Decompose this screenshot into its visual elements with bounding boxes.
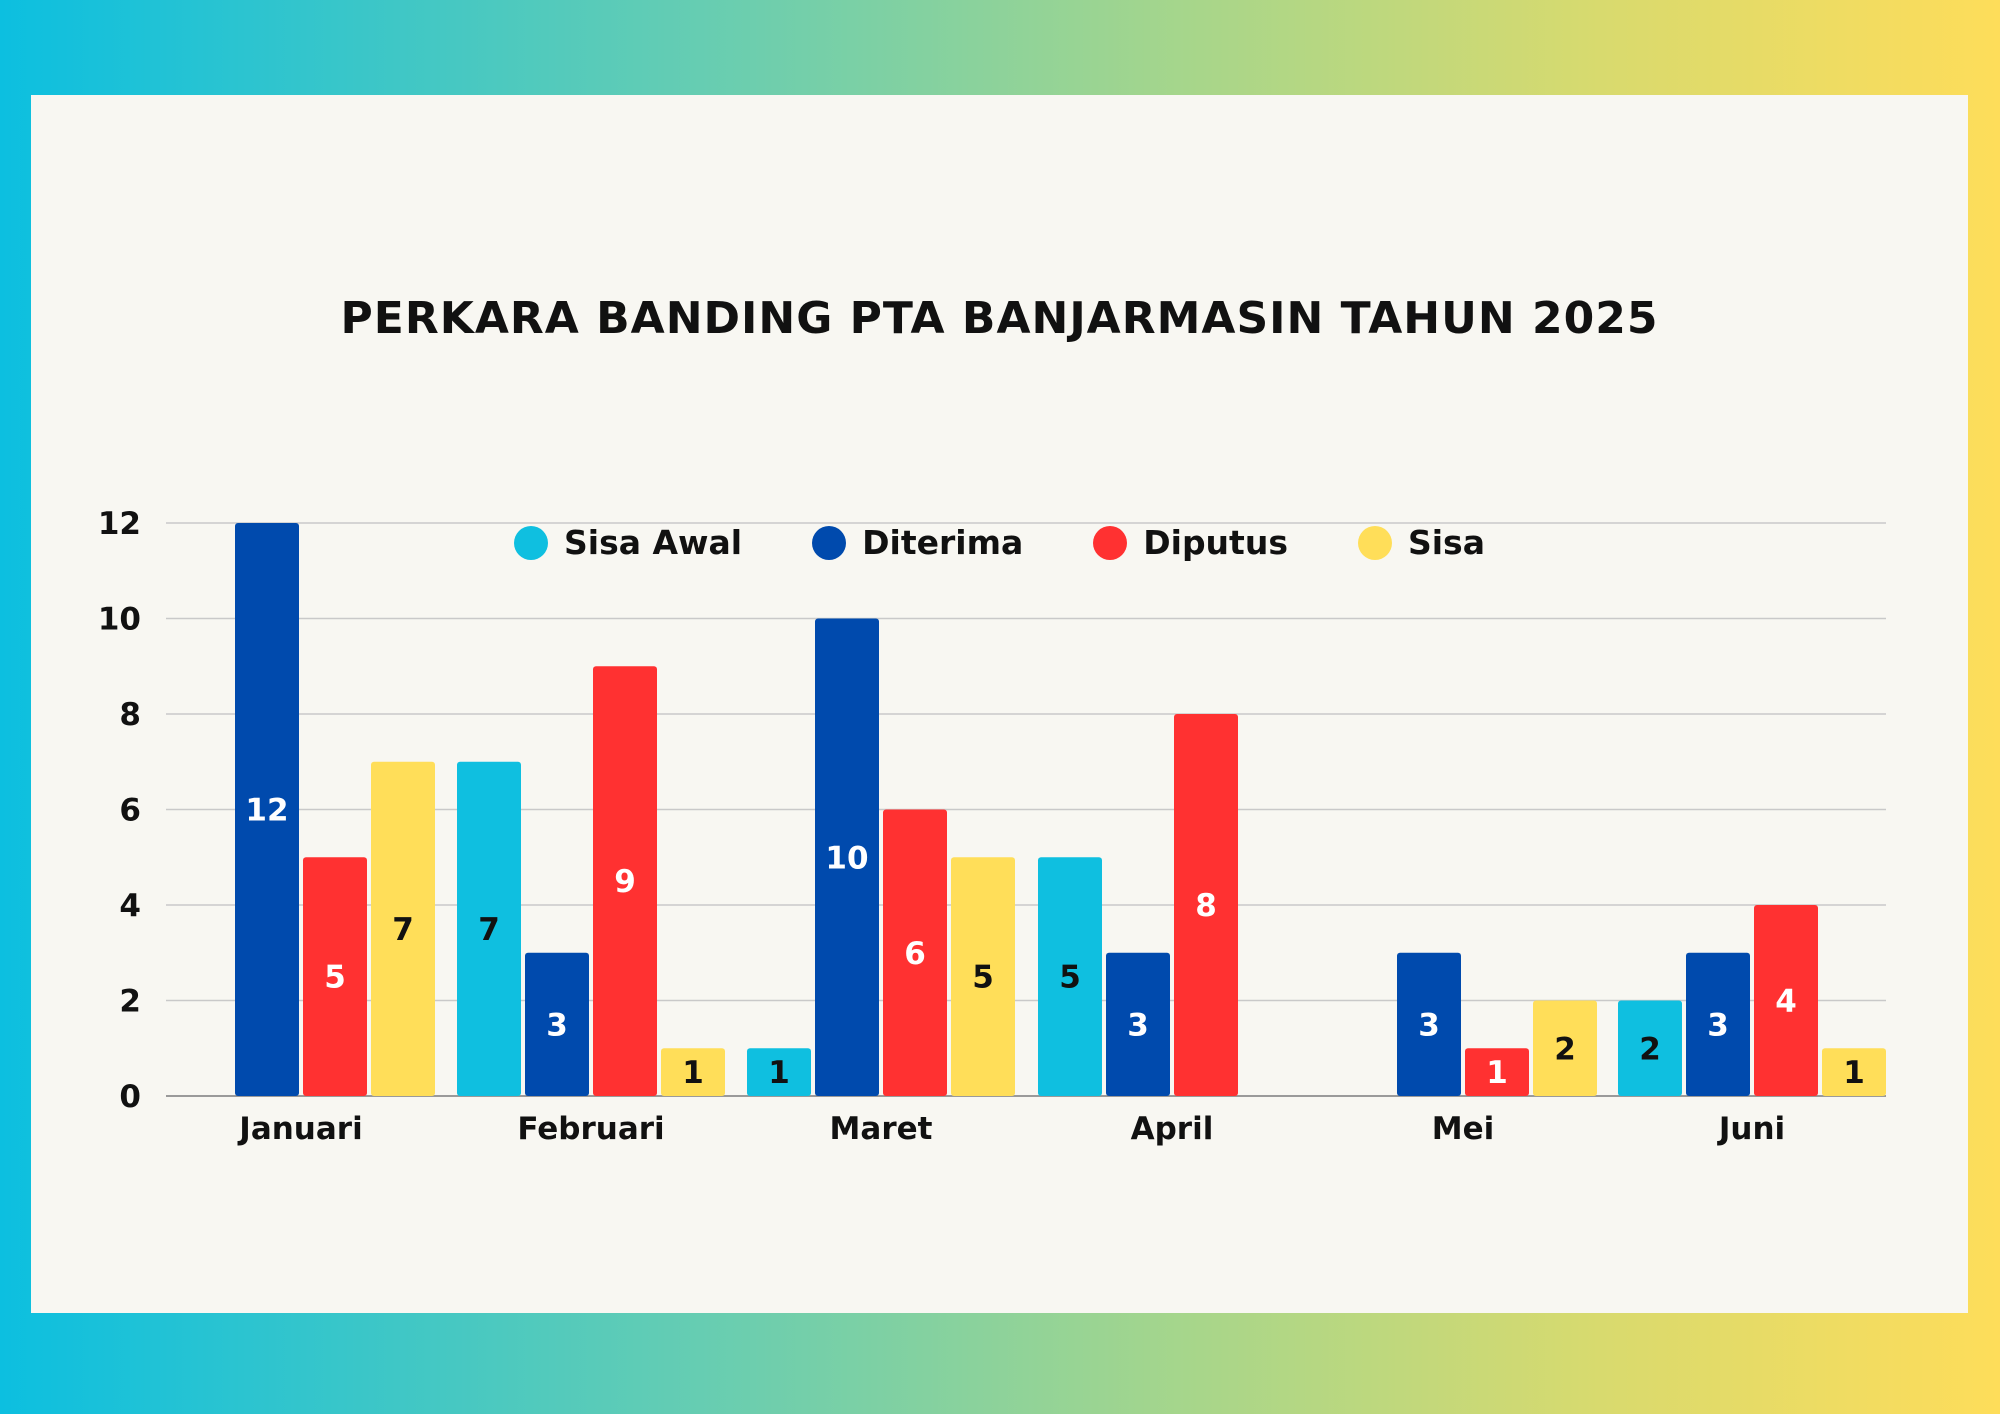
data-label-diputus-juni: 4 (1775, 984, 1797, 1020)
bar-diterima-mei (1397, 952, 1461, 1096)
y-tick-label-2: 2 (119, 984, 141, 1020)
legend-label-diputus: Diputus (1143, 523, 1288, 562)
legend-swatch-sisa-awal (514, 525, 549, 560)
data-label-sisa-mei: 2 (1554, 1031, 1576, 1067)
legend-item-sisa-awal: Sisa Awal (514, 523, 742, 562)
x-tick-label-april: April (1131, 1111, 1214, 1147)
data-label-sisa-awal-juni: 2 (1639, 1031, 1661, 1067)
y-tick-label-0: 0 (119, 1079, 141, 1115)
legend-swatch-diterima (812, 525, 847, 560)
bar-diputus-mei (1465, 1048, 1529, 1096)
data-label-diputus-januari: 5 (324, 960, 346, 996)
legend-label-diterima: Diterima (862, 523, 1024, 562)
data-label-diputus-maret: 6 (904, 936, 926, 972)
x-tick-label-mei: Mei (1432, 1111, 1495, 1147)
data-label-sisa-awal-maret: 1 (768, 1055, 790, 1091)
bar-sisa-februari (661, 1048, 725, 1096)
data-label-diputus-mei: 1 (1486, 1055, 1508, 1091)
bar-diterima-februari (525, 952, 589, 1096)
data-label-diputus-april: 8 (1195, 888, 1217, 924)
data-label-diputus-februari: 9 (614, 864, 636, 900)
bar-diputus-april (1174, 714, 1238, 1096)
chart-legend: Sisa Awal Diterima Diputus Sisa (31, 523, 1968, 562)
bar-diputus-februari (593, 666, 657, 1096)
bar-diterima-januari (235, 523, 299, 1096)
data-label-sisa-maret: 5 (972, 960, 994, 996)
data-label-diterima-mei: 3 (1418, 1007, 1440, 1043)
legend-swatch-diputus (1093, 525, 1128, 560)
bar-sisa-maret (951, 857, 1015, 1096)
y-tick-label-4: 4 (119, 888, 141, 924)
bar-diterima-maret (815, 618, 879, 1096)
y-tick-label-6: 6 (119, 793, 141, 829)
y-tick-label-12: 12 (98, 506, 141, 542)
x-tick-label-juni: Juni (1717, 1111, 1785, 1147)
x-tick-label-februari: Februari (517, 1111, 664, 1147)
data-label-diterima-juni: 3 (1707, 1007, 1729, 1043)
legend-item-sisa: Sisa (1357, 523, 1485, 562)
data-label-sisa-awal-april: 5 (1059, 960, 1081, 996)
data-label-sisa-januari: 7 (392, 912, 414, 948)
chart-title: PERKARA BANDING PTA BANJARMASIN TAHUN 20… (340, 293, 1659, 344)
bar-sisa-awal-februari (457, 761, 521, 1096)
bar-sisa-awal-april (1038, 857, 1102, 1096)
legend-label-sisa-awal: Sisa Awal (564, 523, 743, 562)
x-tick-label-januari: Januari (237, 1111, 362, 1147)
legend-item-diterima: Diterima (812, 523, 1023, 562)
legend-label-sisa: Sisa (1407, 523, 1485, 562)
y-tick-label-10: 10 (98, 602, 141, 638)
bar-diputus-januari (303, 857, 367, 1096)
bar-diterima-april (1106, 952, 1170, 1096)
chart-card: PERKARA BANDING PTA BANJARMASIN TAHUN 20… (31, 95, 1968, 1313)
legend-swatch-sisa (1357, 525, 1392, 560)
legend-item-diputus: Diputus (1093, 523, 1288, 562)
y-tick-label-8: 8 (119, 697, 141, 733)
data-label-sisa-awal-februari: 7 (478, 912, 500, 948)
data-label-diterima-maret: 10 (825, 840, 868, 876)
bar-diputus-maret (883, 809, 947, 1096)
bar-sisa-mei (1533, 1000, 1597, 1096)
data-label-sisa-juni: 1 (1843, 1055, 1865, 1091)
bar-diterima-juni (1686, 952, 1750, 1096)
bar-sisa-awal-maret (747, 1048, 811, 1096)
bar-sisa-juni (1822, 1048, 1886, 1096)
bar-chart-plot: 0246810121257Januari7391Februari11065Mar… (98, 506, 1886, 1147)
bar-diputus-juni (1754, 905, 1818, 1096)
x-tick-label-maret: Maret (830, 1111, 933, 1147)
data-label-diterima-februari: 3 (546, 1007, 568, 1043)
bar-sisa-awal-juni (1618, 1000, 1682, 1096)
data-label-sisa-februari: 1 (682, 1055, 704, 1091)
data-label-diterima-januari: 12 (245, 793, 288, 829)
bar-sisa-januari (371, 761, 435, 1096)
data-label-diterima-april: 3 (1127, 1007, 1149, 1043)
